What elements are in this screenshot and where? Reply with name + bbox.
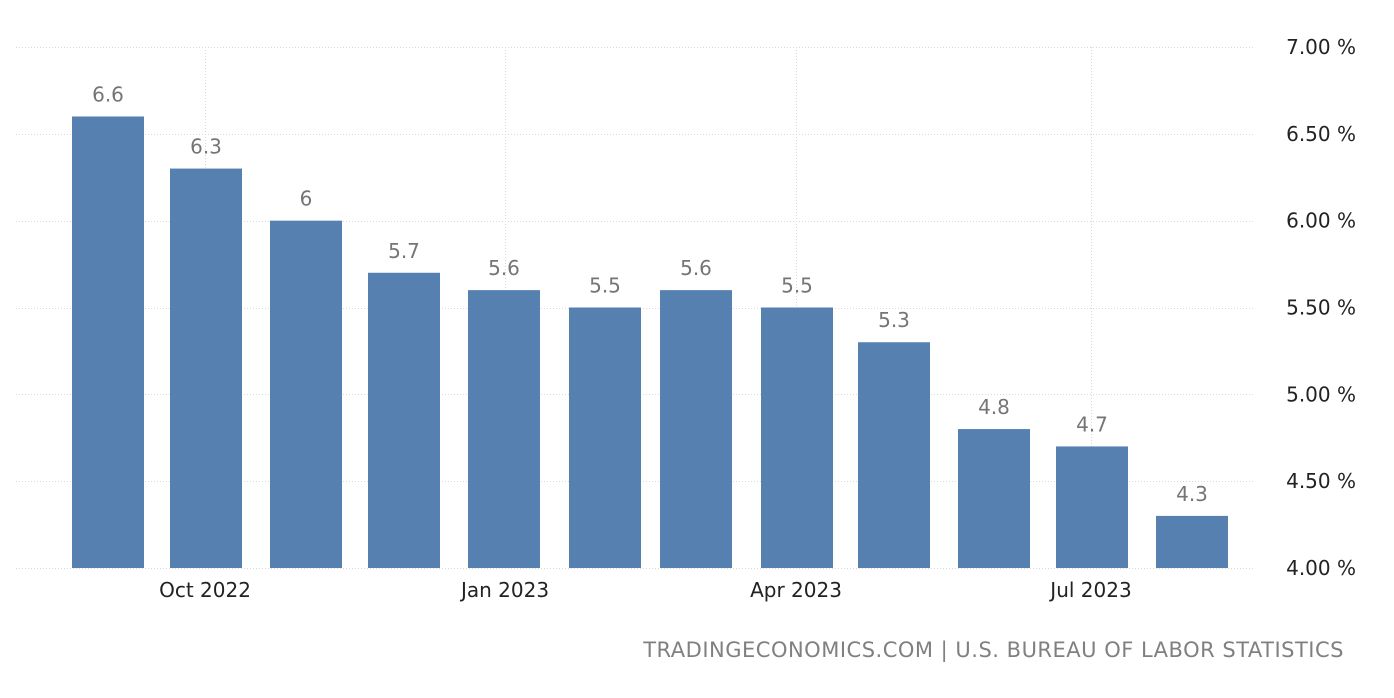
data-label: 5.3 [878,308,910,332]
data-label: 6.3 [190,135,222,159]
bar [761,307,833,568]
data-label: 4.8 [978,395,1010,419]
x-tick-label: Jan 2023 [459,578,549,602]
bar [858,342,930,568]
bar [368,272,440,568]
bar [468,290,540,568]
y-tick-label: 6.00 % [1286,209,1356,233]
x-tick-label: Apr 2023 [750,578,842,602]
data-label: 5.6 [488,256,520,280]
bar [72,116,144,568]
y-axis: 4.00 % 4.50 % 5.00 % 5.50 % 6.00 % 6.50 % 7.00… [1286,35,1356,580]
y-tick-label: 7.00 % [1286,35,1356,59]
grid-lines [16,47,1255,569]
bar [1156,515,1228,568]
y-tick-label: 5.00 % [1286,382,1356,406]
x-tick-label: Oct 2022 [159,578,251,602]
data-label: 5.6 [680,256,712,280]
x-axis: Oct 2022 Jan 2023 Apr 2023 Jul 2023 [159,578,1132,602]
bar [170,168,242,569]
data-label: 5.5 [589,274,621,298]
data-label: 6.6 [92,82,124,106]
data-label: 4.3 [1176,482,1208,506]
bars [72,116,1228,569]
y-tick-label: 6.50 % [1286,122,1356,146]
data-label: 5.5 [781,274,813,298]
bar [958,429,1030,568]
bar [660,290,732,568]
y-tick-label: 4.50 % [1286,469,1356,493]
y-tick-label: 4.00 % [1286,556,1356,580]
x-tick-label: Jul 2023 [1048,578,1131,602]
data-label: 6 [300,187,313,211]
data-label: 4.7 [1076,412,1108,436]
data-label: 5.7 [388,239,420,263]
source-credit: TRADINGECONOMICS.COM | U.S. BUREAU OF LA… [643,638,1344,662]
data-labels: 6.6 6.3 6 5.7 5.6 5.5 5.6 5.5 5.3 4.8 4.7 4.3 [92,82,1208,505]
bar [270,220,342,568]
bar [1056,446,1128,568]
bar [569,307,641,568]
y-tick-label: 5.50 % [1286,296,1356,320]
